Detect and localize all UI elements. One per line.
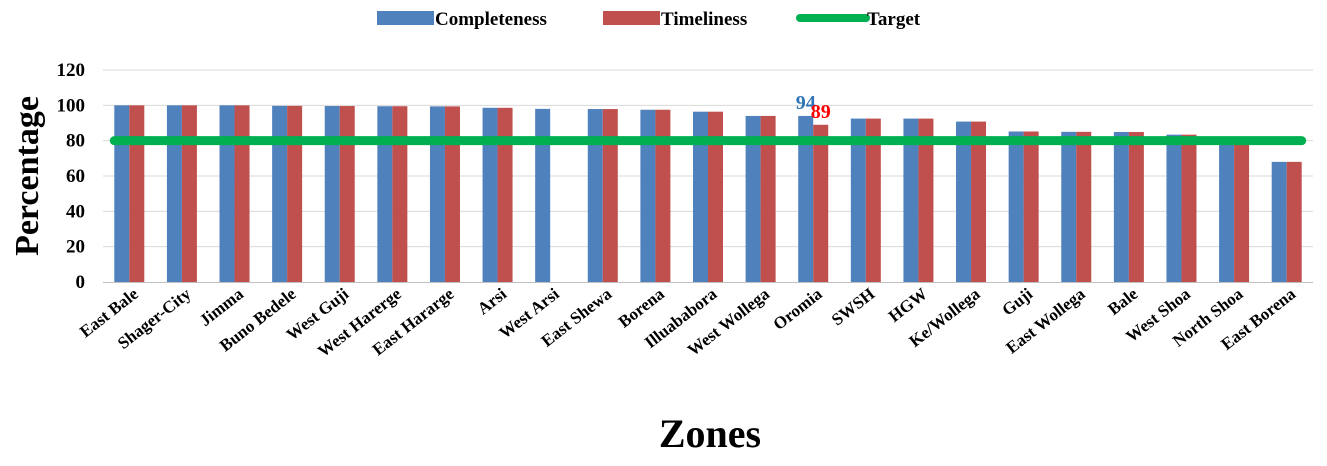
x-tick-label: Guji xyxy=(998,284,1036,319)
bar-timeliness-16 xyxy=(971,121,987,282)
x-tick-label: Bale xyxy=(1104,284,1141,319)
legend-swatch-completeness xyxy=(377,11,434,25)
bar-timeliness-19 xyxy=(1128,132,1144,282)
bar-timeliness-1 xyxy=(181,105,197,282)
bar-completeness-2 xyxy=(219,105,235,282)
legend-swatch-timeliness xyxy=(603,11,660,25)
x-tick-label: Arsi xyxy=(474,284,510,318)
bar-timeliness-22 xyxy=(1286,161,1302,282)
bar-completeness-15 xyxy=(903,118,919,282)
bar-completeness-19 xyxy=(1113,132,1129,282)
bar-timeliness-13 xyxy=(813,124,829,283)
bar-completeness-10 xyxy=(640,109,656,282)
bar-timeliness-18 xyxy=(1076,131,1092,282)
bar-completeness-21 xyxy=(1219,138,1235,282)
bar-timeliness-9 xyxy=(602,109,618,282)
x-tick-label: HGW xyxy=(885,284,931,326)
y-tick-label: 80 xyxy=(66,131,85,152)
bar-timeliness-3 xyxy=(287,105,303,282)
bar-timeliness-15 xyxy=(918,118,934,282)
bar-completeness-22 xyxy=(1271,161,1287,282)
bar-completeness-5 xyxy=(377,106,393,282)
bar-completeness-18 xyxy=(1061,131,1077,282)
y-axis-title: Percentage xyxy=(9,96,46,256)
x-axis-title: Zones xyxy=(659,411,761,456)
legend: Completeness Timeliness Target xyxy=(377,9,921,30)
bar-completeness-16 xyxy=(956,121,972,282)
bar-timeliness-6 xyxy=(444,106,460,282)
y-tick-label: 40 xyxy=(66,201,85,222)
bar-timeliness-7 xyxy=(497,107,513,282)
bar-completeness-8 xyxy=(535,108,551,282)
bar-completeness-13 xyxy=(798,115,814,282)
y-tick-label: 100 xyxy=(57,95,86,116)
bar-completeness-20 xyxy=(1166,134,1182,282)
bar-timeliness-12 xyxy=(760,115,776,282)
y-tick-label: 120 xyxy=(57,60,86,81)
x-tick-label: Oromia xyxy=(770,284,826,334)
bar-completeness-14 xyxy=(850,118,866,282)
bar-completeness-11 xyxy=(693,111,708,283)
bar-timeliness-4 xyxy=(339,106,355,282)
bar-timeliness-0 xyxy=(129,105,145,282)
bar-completeness-7 xyxy=(482,107,498,282)
y-tick-label: 60 xyxy=(66,166,85,187)
bar-timeliness-14 xyxy=(865,118,881,282)
legend-label-target: Target xyxy=(867,9,921,30)
bar-timeliness-21 xyxy=(1234,138,1250,282)
bar-completeness-0 xyxy=(114,105,130,282)
bar-timeliness-20 xyxy=(1181,134,1197,282)
bar-completeness-3 xyxy=(272,105,288,282)
bar-completeness-12 xyxy=(745,115,761,282)
bar-completeness-6 xyxy=(429,106,445,282)
legend-label-timeliness: Timeliness xyxy=(661,9,747,30)
data-label: 94 xyxy=(796,92,816,114)
y-tick-label: 0 xyxy=(76,272,86,293)
legend-label-completeness: Completeness xyxy=(435,9,547,30)
bar-completeness-17 xyxy=(1008,131,1024,282)
bar-timeliness-5 xyxy=(392,106,408,282)
bar-completeness-4 xyxy=(324,106,340,282)
bar-timeliness-11 xyxy=(708,111,723,283)
data-label: 89 xyxy=(811,101,831,123)
x-tick-label: SWSH xyxy=(828,284,878,329)
bar-timeliness-10 xyxy=(655,109,671,282)
bar-timeliness-2 xyxy=(234,105,250,282)
bar-timeliness-17 xyxy=(1023,131,1039,282)
bar-completeness-9 xyxy=(587,109,603,282)
bars xyxy=(114,105,1302,283)
y-tick-label: 20 xyxy=(66,237,85,258)
bar-completeness-1 xyxy=(166,105,182,282)
